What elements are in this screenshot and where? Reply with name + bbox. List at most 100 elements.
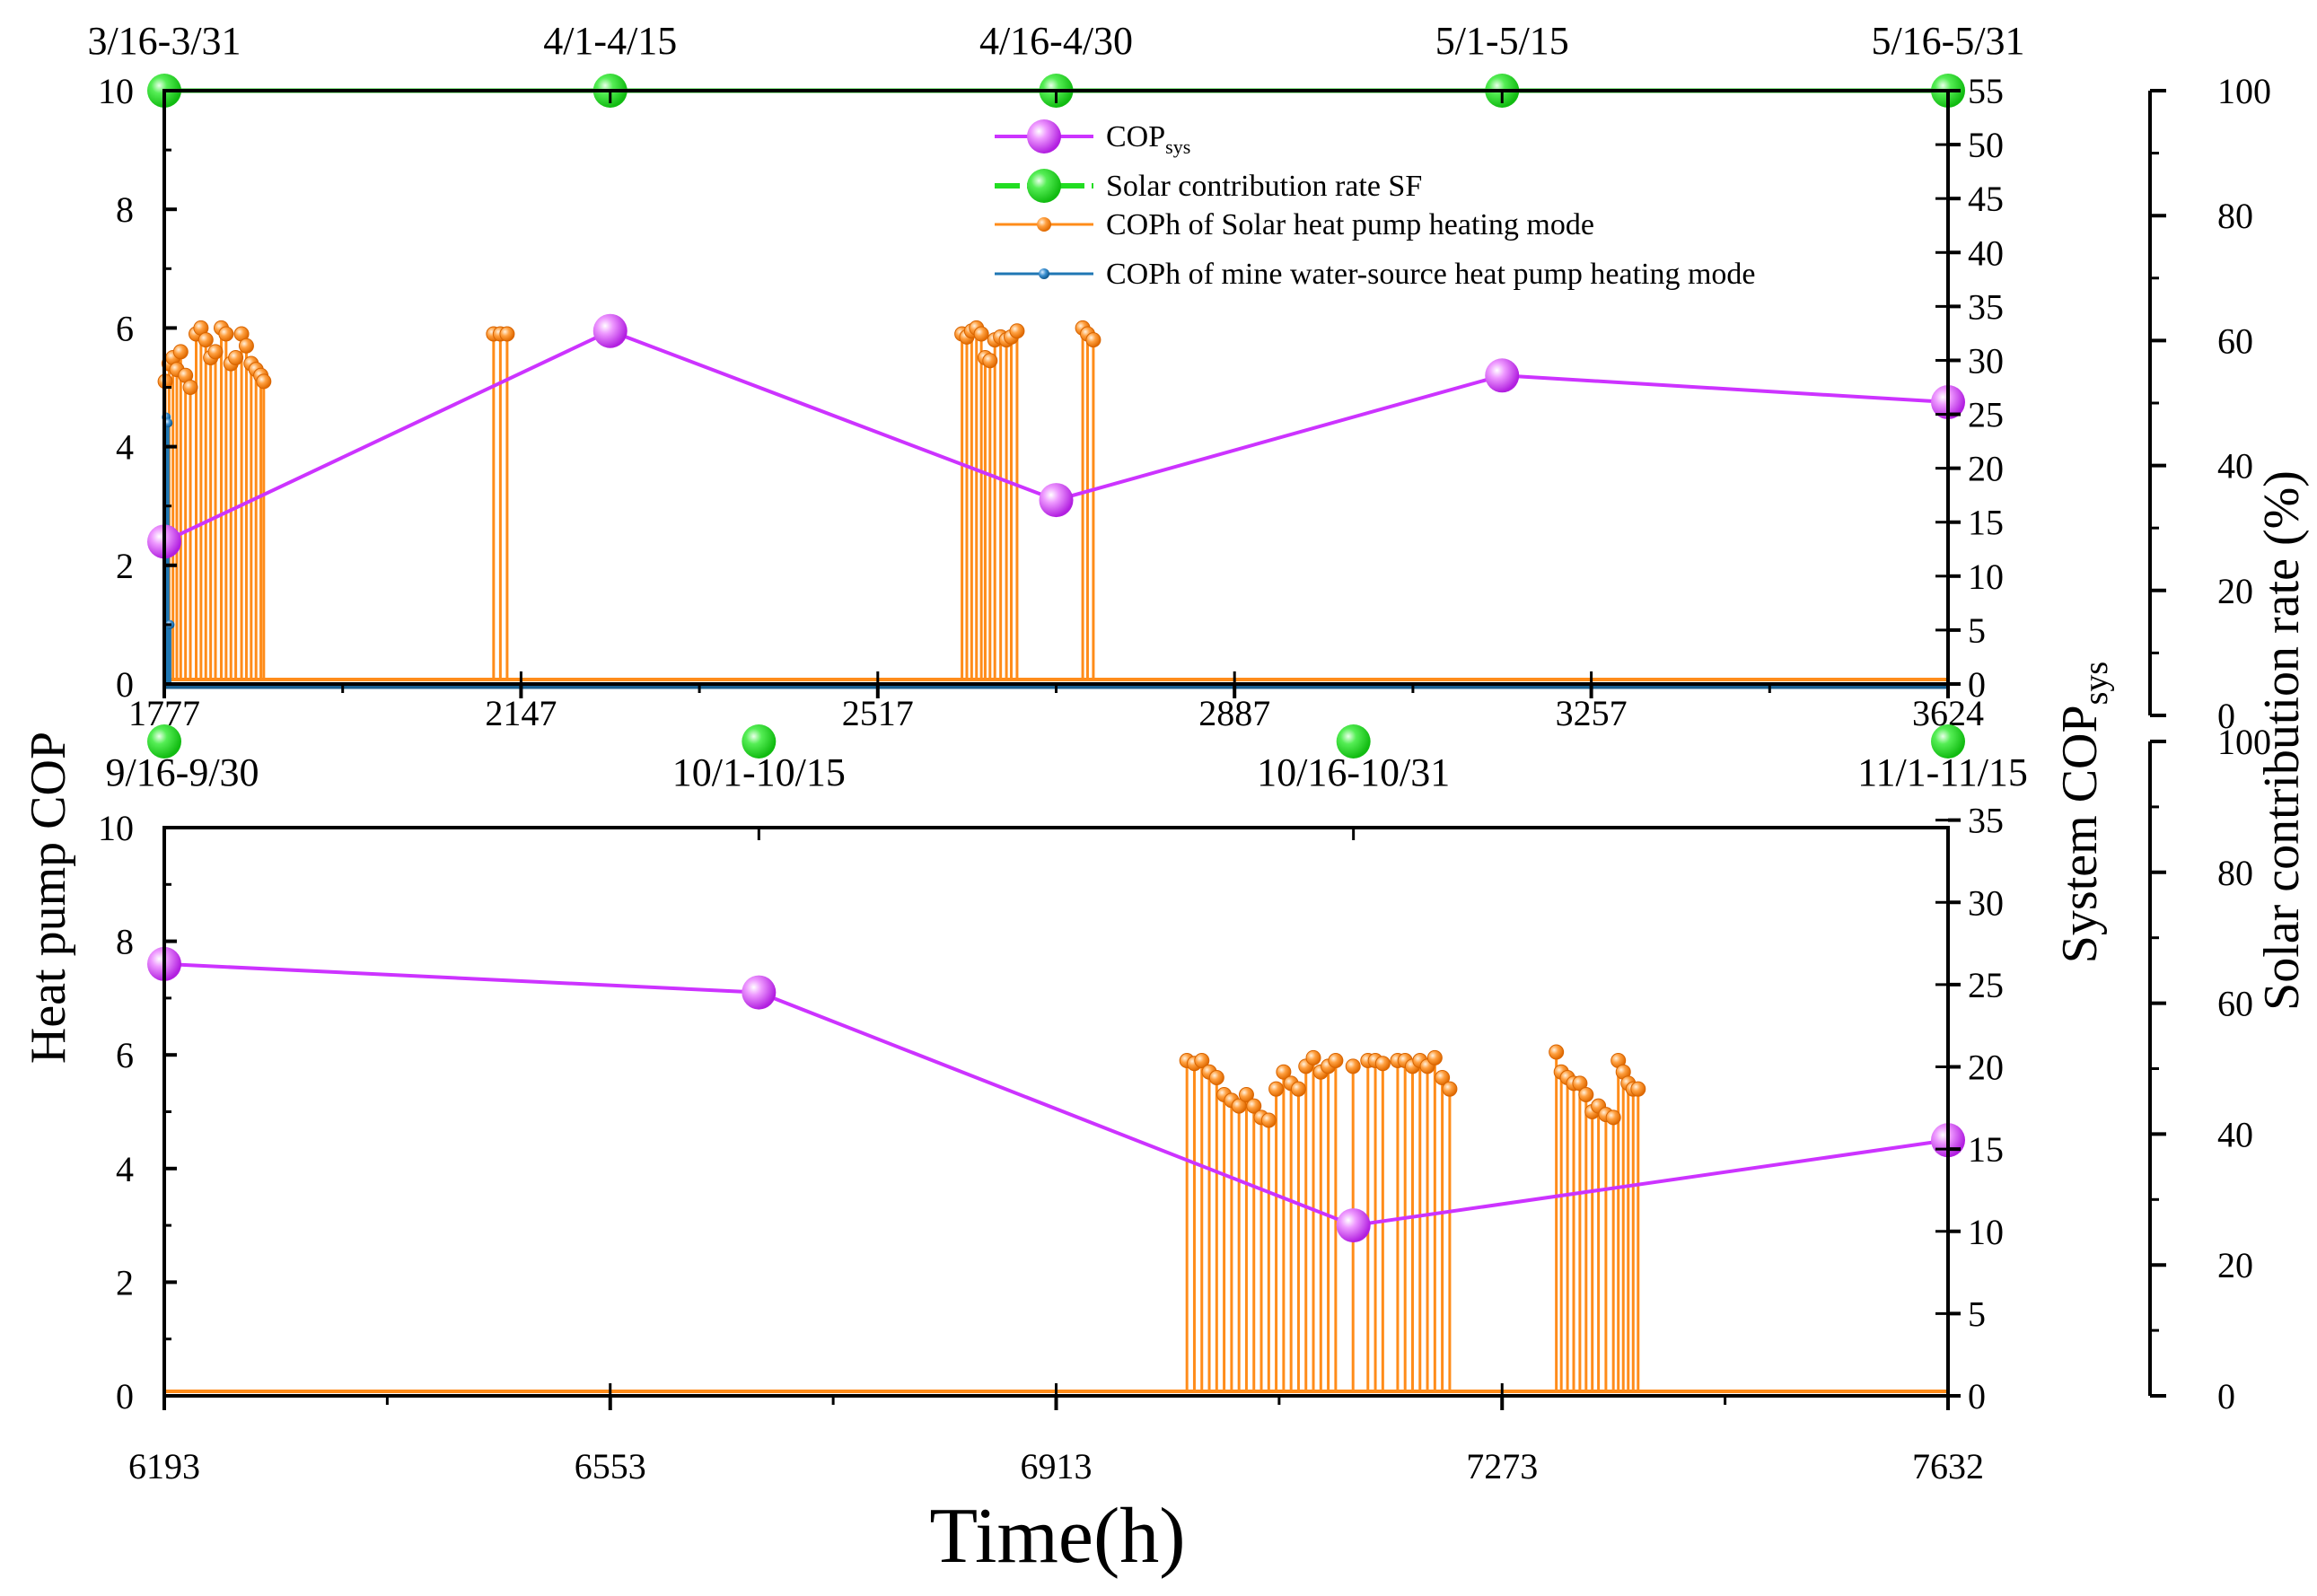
left-y-tick-label: 10 [98, 808, 134, 848]
period-label: 4/16-4/30 [979, 19, 1133, 63]
x-tick-label: 6193 [128, 1446, 200, 1486]
solar-hp-point [207, 344, 224, 360]
solar-hp-point [256, 373, 272, 390]
period-label: 11/1-11/15 [1857, 750, 2028, 794]
sf-point [147, 724, 181, 759]
cop-sys-tick-label: 25 [1968, 395, 2004, 435]
legend-cop-sys-text: COP [1106, 120, 1165, 153]
period-label: 3/16-3/31 [87, 19, 241, 63]
solar-hp-point [1345, 1058, 1361, 1074]
solar-hp-point [197, 332, 214, 348]
solar-hp-point [1268, 1081, 1285, 1097]
system-cop-label: System COP [2052, 705, 2108, 963]
cop-sys-tick-label: 30 [1968, 340, 2004, 381]
cop-sys-tick-label: 35 [1968, 801, 2004, 841]
cop-sys-tick-label: 15 [1968, 1129, 2004, 1170]
legend-cop-sys-sub: sys [1165, 136, 1190, 158]
y-axis-title-system-cop: System COPsys [2052, 662, 2115, 963]
x-axis-title: Time(h) [929, 1493, 1185, 1580]
cop-sys-tick-label: 25 [1968, 965, 2004, 1005]
legend-label-sf: Solar contribution rate SF [1106, 170, 1422, 203]
left-y-tick-label: 10 [98, 71, 134, 111]
solar-hp-point [1435, 1070, 1451, 1086]
sf-tick-label: 60 [2217, 320, 2253, 361]
legend-marker-sf [1027, 169, 1061, 203]
cop-sys-tick-label: 20 [1968, 1048, 2004, 1088]
sf-tick-label: 20 [2217, 571, 2253, 611]
cop-sys-point [1485, 358, 1520, 393]
legend-marker-cop-sys [1027, 119, 1061, 153]
solar-hp-point [1009, 323, 1025, 339]
solar-hp-point [182, 380, 198, 395]
legend-marker-mine-hp [1039, 268, 1049, 279]
left-y-tick-label: 4 [116, 427, 134, 468]
x-tick-label: 7632 [1912, 1446, 1984, 1486]
left-y-tick-label: 8 [116, 189, 134, 230]
sf-tick-label: 100 [2217, 722, 2271, 762]
system-cop-sub: sys [2077, 662, 2115, 706]
sf-tick-label: 20 [2217, 1245, 2253, 1285]
x-tick-label: 2517 [842, 693, 914, 733]
solar-hp-point [499, 326, 515, 342]
solar-hp-point [172, 344, 189, 360]
solar-hp-point [1630, 1081, 1646, 1097]
sf-tick-label: 40 [2217, 446, 2253, 487]
solar-hp-point [1208, 1070, 1224, 1086]
cop-sys-tick-label: 30 [1968, 882, 2004, 923]
left-y-tick-label: 0 [116, 664, 134, 705]
solar-hp-point [1238, 1087, 1254, 1103]
period-label: 4/1-4/15 [543, 19, 677, 63]
period-label: 5/16-5/31 [1871, 19, 2024, 63]
cop-sys-tick-label: 0 [1968, 1376, 1986, 1416]
cop-sys-tick-label: 20 [1968, 449, 2004, 489]
solar-hp-point [1305, 1049, 1321, 1065]
solar-hp-point [1276, 1064, 1292, 1080]
plot-frame [162, 826, 1950, 1398]
cop-sys-tick-label: 55 [1968, 71, 2004, 111]
sf-tick-label: 0 [2217, 696, 2235, 736]
solar-hp-point [1374, 1056, 1391, 1072]
sf-tick-label: 100 [2217, 71, 2271, 111]
period-label: 9/16-9/30 [105, 750, 259, 794]
solar-hp-point [1328, 1053, 1344, 1069]
x-tick-label: 2887 [1198, 693, 1270, 733]
cop-sys-tick-label: 35 [1968, 286, 2004, 327]
sf-tick-label: 80 [2217, 196, 2253, 236]
left-y-tick-label: 2 [116, 1262, 134, 1302]
x-tick-label: 2147 [485, 693, 557, 733]
solar-hp-point [982, 353, 998, 369]
x-tick-label: 6553 [575, 1446, 646, 1486]
legend-label-cop-sys: COPsys [1106, 120, 1190, 158]
solar-hp-point [1194, 1053, 1210, 1069]
legend-label-mine-hp: COPh of mine water-source heat pump heat… [1106, 258, 1756, 291]
cop-sys-tick-label: 5 [1968, 1293, 1986, 1334]
cop-sys-tick-label: 15 [1968, 503, 2004, 543]
cop-sys-tick-label: 50 [1968, 125, 2004, 165]
sf-tick-label: 0 [2217, 1376, 2235, 1416]
cop-sys-tick-label: 5 [1968, 610, 1986, 651]
legend: COPsys Solar contribution rate SF COPh of … [995, 119, 1756, 291]
top-panel: 0246810051015202530354045505502040608010… [87, 19, 2271, 736]
legend-marker-solar-hp [1037, 217, 1051, 232]
legend-label-solar-hp: COPh of Solar heat pump heating mode [1106, 208, 1594, 241]
cop-sys-point [1039, 483, 1074, 518]
solar-hp-point [1549, 1044, 1565, 1060]
x-tick-label: 7273 [1466, 1446, 1538, 1486]
solar-hp-point [1426, 1049, 1443, 1065]
cop-sys-tick-label: 45 [1968, 179, 2004, 219]
sf-point [1336, 724, 1371, 759]
period-label: 10/1-10/15 [672, 750, 846, 794]
left-y-tick-label: 8 [116, 922, 134, 962]
solar-hp-point [1578, 1087, 1594, 1103]
solar-hp-point [1231, 1098, 1247, 1114]
sf-point [742, 724, 777, 759]
solar-hp-point [1260, 1112, 1277, 1128]
cop-sys-point [742, 975, 777, 1010]
sf-tick-label: 60 [2217, 984, 2253, 1024]
solar-hp-point [1290, 1081, 1306, 1097]
cop-sys-point [1336, 1208, 1371, 1243]
x-tick-label: 6913 [1021, 1446, 1093, 1486]
solar-hp-point [1442, 1081, 1458, 1097]
